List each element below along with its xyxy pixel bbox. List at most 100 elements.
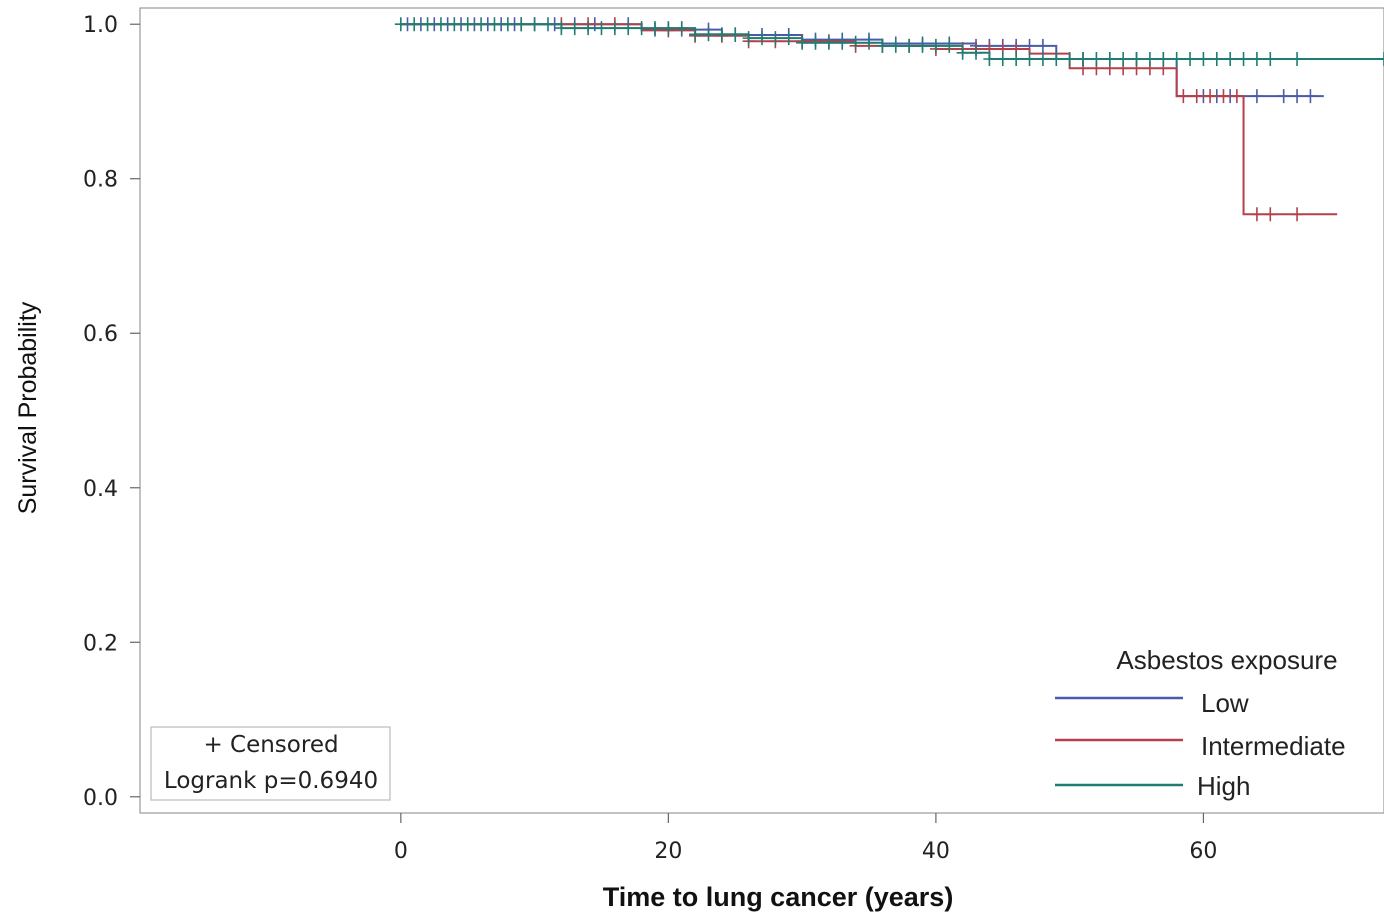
censor-mark-high-14 — [582, 21, 595, 36]
censor-mark-low-42 — [1304, 89, 1317, 104]
x-tick-label-20: 20 — [654, 839, 682, 864]
inset-box: + Censored Logrank p=0.6940 — [150, 726, 391, 801]
censor-mark-high-31 — [809, 35, 822, 50]
censor-mark-high-58 — [1170, 51, 1183, 66]
censor-mark-high-25 — [729, 27, 742, 42]
censor-mark-high-39 — [916, 38, 929, 53]
y-tick-label-3: 0.6 — [83, 322, 118, 347]
censor-mark-high-22 — [689, 27, 702, 42]
y-axis-title: Survival Probability — [14, 301, 42, 514]
censor-mark-high-46 — [1010, 51, 1023, 66]
y-tick-label-5: 1.0 — [83, 13, 118, 38]
censor-mark-high-0 — [394, 17, 407, 32]
censor-mark-intermediate-32 — [1250, 207, 1263, 222]
x-tick-label-40: 40 — [922, 839, 950, 864]
x-tick-label-60: 60 — [1189, 839, 1217, 864]
inset-censored-label: + Censored — [203, 732, 338, 758]
series-layer — [394, 17, 1384, 222]
censor-mark-high-67 — [1378, 51, 1384, 66]
censor-mark-low-41 — [1291, 89, 1304, 104]
censor-mark-high-11 — [541, 17, 554, 32]
censor-mark-high-51 — [1077, 51, 1090, 66]
survival-curve-low — [400, 23, 1324, 98]
censor-mark-high-40 — [929, 38, 942, 53]
censor-mark-high-2 — [421, 17, 434, 32]
censor-mark-high-27 — [756, 31, 768, 46]
censor-mark-high-29 — [782, 31, 795, 46]
censor-mark-high-60 — [1197, 51, 1210, 66]
censor-mark-high-30 — [796, 35, 809, 50]
plot-frame — [139, 7, 1384, 814]
censor-mark-high-48 — [1036, 51, 1049, 66]
inset-logrank-label: Logrank p=0.6940 — [164, 768, 378, 794]
censor-mark-high-7 — [488, 17, 501, 32]
censor-mark-high-50 — [1063, 51, 1076, 66]
censor-mark-high-10 — [528, 17, 541, 32]
censor-mark-high-37 — [889, 38, 902, 53]
x-axis-title: Time to lung cancer (years) — [603, 882, 954, 912]
censor-mark-high-38 — [903, 38, 916, 53]
censor-mark-high-20 — [662, 21, 675, 36]
censor-mark-high-63 — [1237, 51, 1250, 66]
censor-mark-high-43 — [970, 45, 983, 60]
censor-mark-high-52 — [1090, 51, 1103, 66]
censor-mark-intermediate-29 — [1204, 89, 1217, 104]
series-high — [394, 17, 1384, 66]
y-tick-label-0: 0.0 — [83, 786, 118, 811]
censor-mark-high-1 — [408, 17, 421, 32]
censor-mark-high-5 — [461, 17, 474, 32]
legend-title: Asbestos exposure — [1116, 645, 1337, 675]
censor-mark-high-4 — [448, 17, 461, 32]
censor-mark-high-12 — [555, 21, 568, 36]
censor-mark-high-32 — [822, 35, 835, 50]
censor-mark-high-17 — [622, 21, 635, 36]
censor-mark-low-40 — [1277, 89, 1290, 104]
censor-mark-high-54 — [1117, 51, 1130, 66]
x-tick-label-0: 0 — [394, 839, 408, 864]
censor-mark-high-15 — [595, 21, 608, 36]
censor-mark-high-53 — [1103, 51, 1116, 66]
censor-mark-intermediate-31 — [1230, 89, 1243, 104]
censor-mark-high-16 — [608, 21, 621, 36]
censor-mark-high-35 — [863, 35, 876, 50]
censor-mark-high-33 — [836, 35, 849, 50]
censor-mark-high-6 — [475, 17, 488, 32]
censor-mark-high-66 — [1291, 51, 1304, 66]
censor-mark-high-3 — [434, 17, 447, 32]
legend: Asbestos exposure Low Intermediate High — [1055, 645, 1346, 801]
censor-mark-high-23 — [702, 27, 715, 42]
censor-mark-high-45 — [996, 51, 1009, 66]
x-axis: 0 20 40 60 — [394, 813, 1217, 864]
censor-mark-high-28 — [769, 31, 782, 46]
censor-mark-high-34 — [849, 35, 862, 50]
legend-label-low: Low — [1201, 688, 1249, 718]
y-axis: 0.0 0.2 0.4 0.6 0.8 1.0 — [83, 13, 140, 811]
series-low — [400, 17, 1324, 104]
censor-mark-intermediate-34 — [1291, 207, 1304, 222]
censor-mark-high-8 — [501, 17, 514, 32]
inset-frame — [150, 726, 391, 801]
censor-mark-high-61 — [1210, 51, 1223, 66]
censor-mark-high-65 — [1264, 51, 1277, 66]
censor-mark-high-64 — [1250, 51, 1263, 66]
censor-mark-high-26 — [742, 31, 755, 46]
censor-mark-high-57 — [1157, 51, 1170, 66]
censor-mark-high-49 — [1050, 51, 1063, 66]
censor-mark-high-21 — [675, 21, 688, 36]
censor-mark-intermediate-33 — [1264, 207, 1277, 222]
censor-mark-low-39 — [1250, 89, 1263, 104]
censor-mark-high-56 — [1143, 51, 1156, 66]
legend-label-high: High — [1197, 771, 1250, 801]
censor-mark-high-42 — [956, 45, 969, 60]
legend-label-intermediate: Intermediate — [1201, 731, 1346, 761]
censor-mark-high-47 — [1023, 51, 1036, 66]
y-tick-label-4: 0.8 — [83, 168, 118, 193]
censor-mark-high-44 — [983, 51, 996, 66]
censor-mark-high-24 — [715, 27, 728, 42]
censor-mark-high-18 — [635, 21, 648, 36]
y-tick-label-1: 0.2 — [83, 631, 118, 656]
y-tick-label-2: 0.4 — [83, 477, 118, 502]
censor-mark-intermediate-27 — [1177, 89, 1190, 104]
censor-mark-high-41 — [943, 38, 956, 53]
